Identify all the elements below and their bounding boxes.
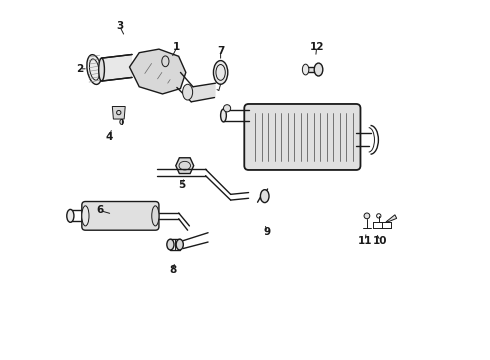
Polygon shape	[191, 83, 216, 102]
Ellipse shape	[223, 105, 231, 112]
Text: 7: 7	[217, 46, 224, 56]
Ellipse shape	[302, 64, 309, 75]
Text: 9: 9	[264, 227, 271, 237]
Polygon shape	[176, 158, 194, 174]
Ellipse shape	[82, 206, 89, 226]
Text: 2: 2	[75, 64, 83, 74]
Ellipse shape	[314, 63, 323, 76]
Text: 4: 4	[105, 132, 112, 142]
Ellipse shape	[120, 120, 123, 125]
FancyBboxPatch shape	[245, 104, 361, 170]
Polygon shape	[306, 67, 318, 72]
Ellipse shape	[214, 60, 228, 84]
Text: 10: 10	[373, 236, 388, 246]
Ellipse shape	[167, 239, 174, 250]
Text: 5: 5	[179, 180, 186, 190]
Ellipse shape	[98, 58, 104, 81]
Text: 8: 8	[169, 265, 176, 275]
Ellipse shape	[162, 56, 169, 67]
Ellipse shape	[87, 55, 102, 85]
Text: 12: 12	[310, 42, 324, 51]
Polygon shape	[112, 107, 125, 119]
Polygon shape	[101, 54, 132, 81]
Text: 3: 3	[116, 21, 123, 31]
Text: 1: 1	[173, 42, 180, 52]
Text: 11: 11	[358, 236, 372, 246]
Ellipse shape	[183, 84, 193, 100]
Text: 6: 6	[96, 206, 103, 216]
Polygon shape	[129, 49, 186, 94]
FancyBboxPatch shape	[82, 202, 159, 230]
Ellipse shape	[220, 109, 226, 122]
Polygon shape	[386, 215, 397, 222]
Ellipse shape	[176, 239, 183, 250]
Ellipse shape	[364, 213, 370, 219]
Ellipse shape	[260, 190, 269, 203]
Ellipse shape	[152, 206, 159, 226]
Ellipse shape	[67, 210, 74, 222]
